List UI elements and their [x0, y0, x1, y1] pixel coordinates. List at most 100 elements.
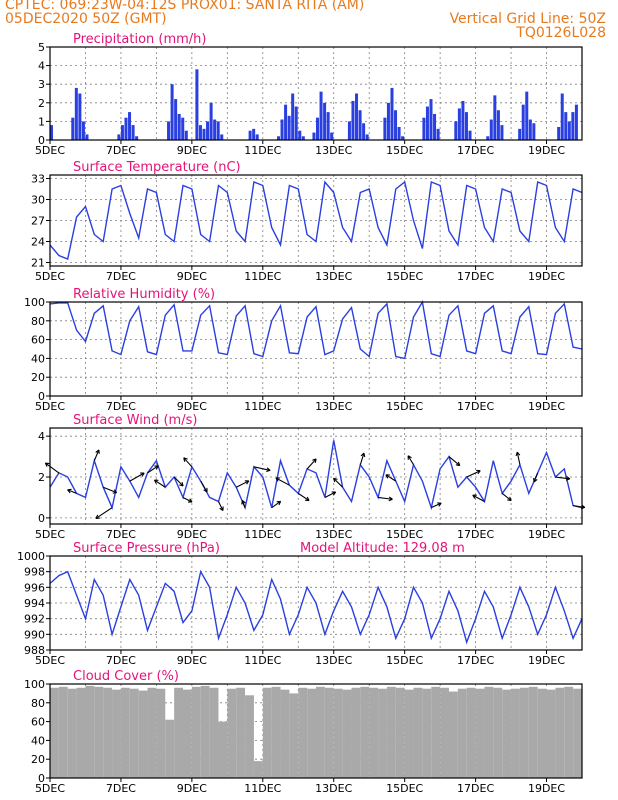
wind-arrow-head	[472, 494, 477, 499]
wind-arrow-head	[112, 489, 118, 494]
precip-bar	[81, 121, 85, 140]
wind-arrow	[555, 476, 571, 481]
wind-arrow-shaft	[271, 500, 281, 509]
precip-bar	[468, 130, 472, 140]
wind-arrow	[173, 476, 184, 487]
precip-bar	[248, 130, 252, 140]
precip-bar	[528, 119, 532, 140]
precip-bar	[355, 93, 359, 140]
y-tick-label: 996	[24, 581, 45, 594]
x-tick-label: 5DEC	[35, 400, 65, 413]
precip-bar	[397, 126, 401, 140]
y-tick-label: 21	[31, 257, 45, 270]
wind-arrow-shaft	[333, 477, 343, 488]
x-tick-label: 13DEC	[315, 270, 352, 283]
precip-bar	[291, 93, 295, 140]
cloud-bar	[502, 689, 512, 778]
cloud-bar	[493, 687, 503, 778]
chart-header: CPTEC: 069:23W-04:12S PROX01: SANTA RITA…	[0, 0, 618, 48]
x-tick-label: 11DEC	[244, 654, 281, 667]
header-run-time: 05DEC2020 50Z (GMT)	[5, 11, 167, 27]
cloud-bar	[120, 687, 130, 778]
y-tick-label: 80	[31, 697, 45, 710]
wind-arrow-head	[244, 480, 250, 485]
cloud-bar	[316, 686, 325, 778]
wind-arrow-head	[515, 451, 521, 457]
cloud-bar	[431, 686, 441, 778]
x-tick-label: 15DEC	[386, 270, 423, 283]
y-tick-label: 20	[31, 753, 45, 766]
cloud-bar	[174, 687, 183, 778]
temp-title: Surface Temperature (nC)	[73, 160, 241, 175]
x-tick-label: 5DEC	[35, 144, 65, 157]
wind-arrow-head	[44, 462, 50, 467]
wind-arrow	[95, 507, 113, 520]
cloud-bar	[50, 687, 59, 778]
cloud-bar	[537, 688, 547, 778]
y-tick-label: 0	[38, 134, 45, 147]
precip-bar	[464, 112, 468, 140]
wind-arrow	[241, 500, 246, 508]
precip-bar	[312, 132, 316, 140]
cloud-bar	[67, 688, 77, 778]
precip-bar	[209, 102, 213, 140]
x-tick-label: 11DEC	[244, 144, 281, 157]
cloud-bar	[94, 686, 104, 778]
rh-frame	[49, 301, 583, 397]
precip-bar	[489, 119, 493, 140]
wind-arrow	[200, 480, 208, 493]
y-tick-label: 60	[31, 716, 45, 729]
precip-bar	[78, 93, 82, 140]
wind-arrow	[275, 477, 290, 486]
x-tick-label: 13DEC	[315, 144, 352, 157]
y-tick-label: 990	[24, 628, 45, 641]
x-tick-label: 13DEC	[315, 654, 352, 667]
wind-arrow-head	[219, 506, 224, 511]
wind-arrow-shaft	[431, 502, 442, 509]
precip-bar	[213, 119, 217, 140]
wind-frame	[49, 427, 583, 525]
wind-arrow	[93, 449, 100, 461]
wind-arrow	[466, 469, 481, 478]
wind-title: Surface Wind (m/s)	[73, 413, 197, 428]
precip-bar	[365, 134, 369, 140]
wind-arrow-shaft	[45, 462, 60, 474]
precip-bar	[117, 134, 121, 140]
wind-arrow-head	[154, 465, 159, 470]
cloud-bar	[191, 686, 201, 778]
precip-bar	[386, 102, 390, 140]
pressure-panel: 988 990 992 994 996 998 1000 5DEC 7DEC 9DEC 11DEC 1…	[17, 541, 583, 667]
wind-arrow-shaft	[102, 486, 117, 494]
cloud-title: Cloud Cover (%)	[73, 669, 179, 684]
cloud-bar	[112, 689, 121, 778]
y-tick-label: 992	[24, 613, 45, 626]
cloud-bar	[519, 687, 529, 778]
wind-arrow	[297, 492, 310, 502]
y-tick-label: 5	[38, 41, 45, 54]
wind-arrow	[515, 451, 521, 465]
precip-bar	[252, 128, 256, 140]
precip-bar	[564, 112, 568, 140]
wind-arrow-shaft	[448, 456, 461, 467]
x-tick-label: 5DEC	[35, 654, 65, 667]
x-tick-label: 9DEC	[177, 654, 207, 667]
precip-bar	[124, 117, 128, 140]
cloud-bar	[333, 688, 343, 778]
wind-arrow-head	[241, 500, 246, 505]
cloud-bar	[564, 686, 574, 778]
cloud-bar	[360, 686, 370, 778]
cloud-bar	[227, 688, 237, 778]
wind-arrow	[407, 455, 415, 466]
cloud-bar	[449, 691, 458, 778]
cloud-bar	[200, 685, 210, 778]
precip-bar	[436, 128, 440, 140]
wind-arrow-shaft	[200, 480, 208, 493]
wind-arrow-shaft	[297, 492, 310, 502]
wind-arrow	[448, 456, 461, 467]
precip-bar	[486, 136, 490, 140]
wind-arrow-shaft	[407, 455, 415, 466]
precip-bar	[216, 121, 220, 140]
precip-bar	[422, 117, 426, 140]
precip-frame	[49, 46, 583, 141]
